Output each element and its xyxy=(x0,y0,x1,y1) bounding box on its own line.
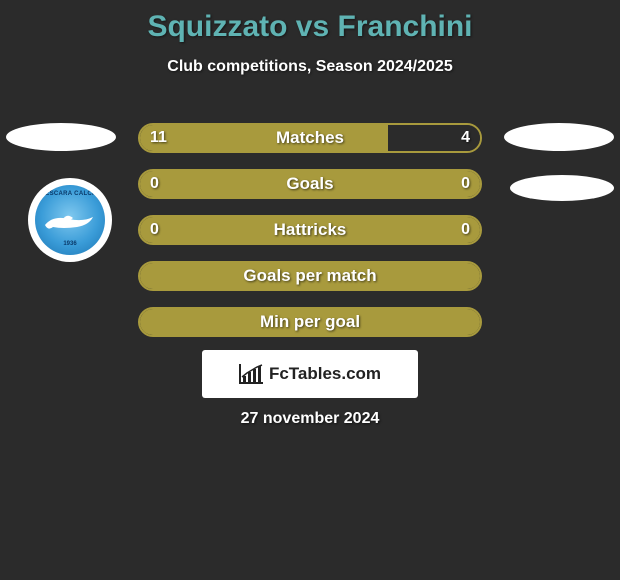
page-title: Squizzato vs Franchini xyxy=(0,0,620,44)
player-right-placeholder-ellipse-1 xyxy=(504,123,614,151)
stat-bar-label: Goals per match xyxy=(140,263,480,289)
stat-bar-row: Goals0 0 xyxy=(138,169,482,199)
stat-bar-row: Goals per match xyxy=(138,261,482,291)
stat-bar-label: Hattricks xyxy=(140,217,480,243)
stat-bar-row: Min per goal xyxy=(138,307,482,337)
stat-bar-left-value: 11 xyxy=(150,125,190,151)
club-badge-year: 1936 xyxy=(35,241,105,247)
stat-bar-label: Min per goal xyxy=(140,309,480,335)
stat-bar-row: Matches11 4 xyxy=(138,123,482,153)
dolphin-icon xyxy=(43,213,97,233)
comparison-bars-container: Matches114Goals00Hattricks00Goals per ma… xyxy=(138,123,482,353)
stat-bar-right-value: 4 xyxy=(430,125,470,151)
stat-bar-row: Hattricks0 0 xyxy=(138,215,482,245)
stat-bar-right-value: 0 xyxy=(430,217,470,243)
stat-bar-label: Matches xyxy=(140,125,480,151)
club-badge-inner: PESCARA CALCIO 1936 xyxy=(35,185,105,255)
fctables-logo-text: FcTables.com xyxy=(269,364,381,384)
club-badge: PESCARA CALCIO 1936 xyxy=(28,178,112,262)
player-left-placeholder-ellipse xyxy=(6,123,116,151)
stat-bar-right-value: 0 xyxy=(430,171,470,197)
snapshot-date: 27 november 2024 xyxy=(0,410,620,428)
stat-bar-left-value: 0 xyxy=(150,217,190,243)
club-badge-name: PESCARA CALCIO xyxy=(35,191,105,197)
player-right-placeholder-ellipse-2 xyxy=(510,175,614,201)
stat-bar-label: Goals xyxy=(140,171,480,197)
fctables-logo-box: FcTables.com xyxy=(202,350,418,398)
page-subtitle: Club competitions, Season 2024/2025 xyxy=(0,58,620,76)
stat-bar-left-value: 0 xyxy=(150,171,190,197)
bar-chart-icon xyxy=(239,364,263,384)
